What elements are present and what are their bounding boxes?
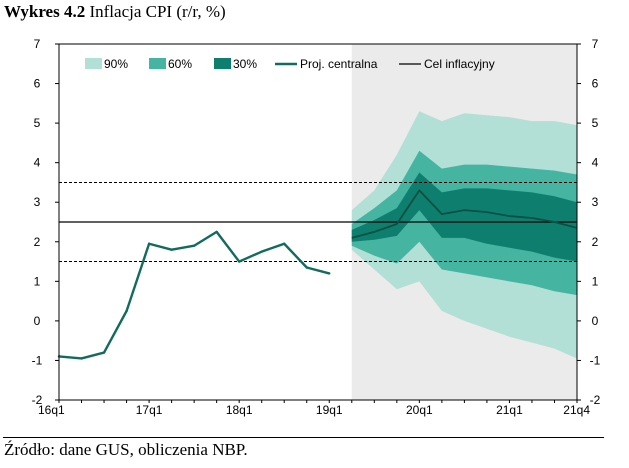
- history-point: [237, 260, 241, 263]
- y-tick-label-left: 0: [34, 314, 41, 328]
- y-tick-label-right: 2: [592, 235, 599, 249]
- history-point: [170, 248, 173, 251]
- y-tick-label-right: 4: [592, 156, 599, 170]
- y-tick-label-right: 1: [592, 274, 599, 288]
- y-tick-label-right: 3: [592, 195, 599, 209]
- y-tick-label-right: -2: [590, 393, 601, 407]
- y-tick-label-right: 6: [592, 77, 599, 91]
- chart-title: Wykres 4.2 Inflacja CPI (r/r, %): [4, 2, 226, 22]
- y-tick-label-right: -1: [590, 353, 601, 367]
- legend-90-label: 90%: [104, 57, 128, 71]
- history-point: [260, 250, 263, 253]
- history-inflation-line: [58, 230, 330, 360]
- history-point: [283, 242, 286, 245]
- y-tick-label-left: -2: [32, 393, 43, 407]
- x-tick-label: 21q4: [563, 403, 590, 417]
- central-projection-line: [351, 189, 578, 239]
- axes-layer: -2 -2 -1 -1 0 0 1 1 2 2 3 3 4 4 5 5 6 6 7 7 16q1 17q1 18q1 19q1…: [32, 37, 601, 417]
- source-note: Źródło: dane GUS, obliczenia NBP.: [4, 440, 248, 459]
- y-tick-label-left: 4: [34, 156, 41, 170]
- y-tick-label-right: 0: [592, 314, 599, 328]
- legend: 90% 60% 30% Proj. centralna Cel inflacyjny: [85, 57, 495, 71]
- history-point: [328, 272, 331, 275]
- history-point: [147, 242, 151, 245]
- y-tick-label-right: 5: [592, 116, 599, 130]
- x-tick-label: 19q1: [316, 403, 343, 417]
- legend-30-swatch: [214, 58, 231, 69]
- x-tick-label: 17q1: [136, 403, 163, 417]
- legend-60-label: 60%: [168, 57, 192, 71]
- footer-divider: [3, 437, 604, 438]
- history-point: [80, 357, 83, 360]
- history-point: [125, 309, 128, 313]
- y-tick-label-left: 3: [34, 195, 41, 209]
- legend-target-label: Cel inflacyjny: [424, 57, 495, 71]
- fan-bands-layer: [351, 111, 577, 359]
- y-tick-label-right: 7: [592, 37, 599, 51]
- history-point: [192, 244, 196, 247]
- chart-title-text: Inflacja CPI (r/r, %): [85, 2, 226, 21]
- y-tick-label-left: 2: [34, 235, 41, 249]
- y-tick-label-left: 5: [34, 116, 41, 130]
- history-point: [305, 266, 308, 269]
- x-tick-label: 21q1: [496, 403, 523, 417]
- chart-title-number: Wykres 4.2: [4, 2, 86, 21]
- reference-lines-layer: [59, 181, 577, 263]
- x-tick-label: 18q1: [226, 403, 253, 417]
- y-tick-label-left: 6: [34, 77, 41, 91]
- y-tick-label-left: 7: [34, 37, 41, 51]
- y-tick-label-left: -1: [32, 353, 43, 367]
- y-tick-label-left: 1: [34, 274, 41, 288]
- inflation-fan-chart: -2 -2 -1 -1 0 0 1 1 2 2 3 3 4 4 5 5 6 6 7 7 16q1 17q1 18q1 19q1…: [32, 37, 601, 417]
- plot-frame: [58, 43, 578, 401]
- x-tick-label: 16q1: [38, 403, 65, 417]
- x-tick-label: 20q1: [406, 403, 433, 417]
- legend-60-swatch: [149, 58, 166, 69]
- fan-band-30: [351, 172, 577, 262]
- legend-central-label: Proj. centralna: [300, 57, 378, 71]
- legend-30-label: 30%: [233, 57, 257, 71]
- history-point: [102, 351, 106, 354]
- history-point: [215, 230, 218, 234]
- legend-90-swatch: [85, 58, 102, 69]
